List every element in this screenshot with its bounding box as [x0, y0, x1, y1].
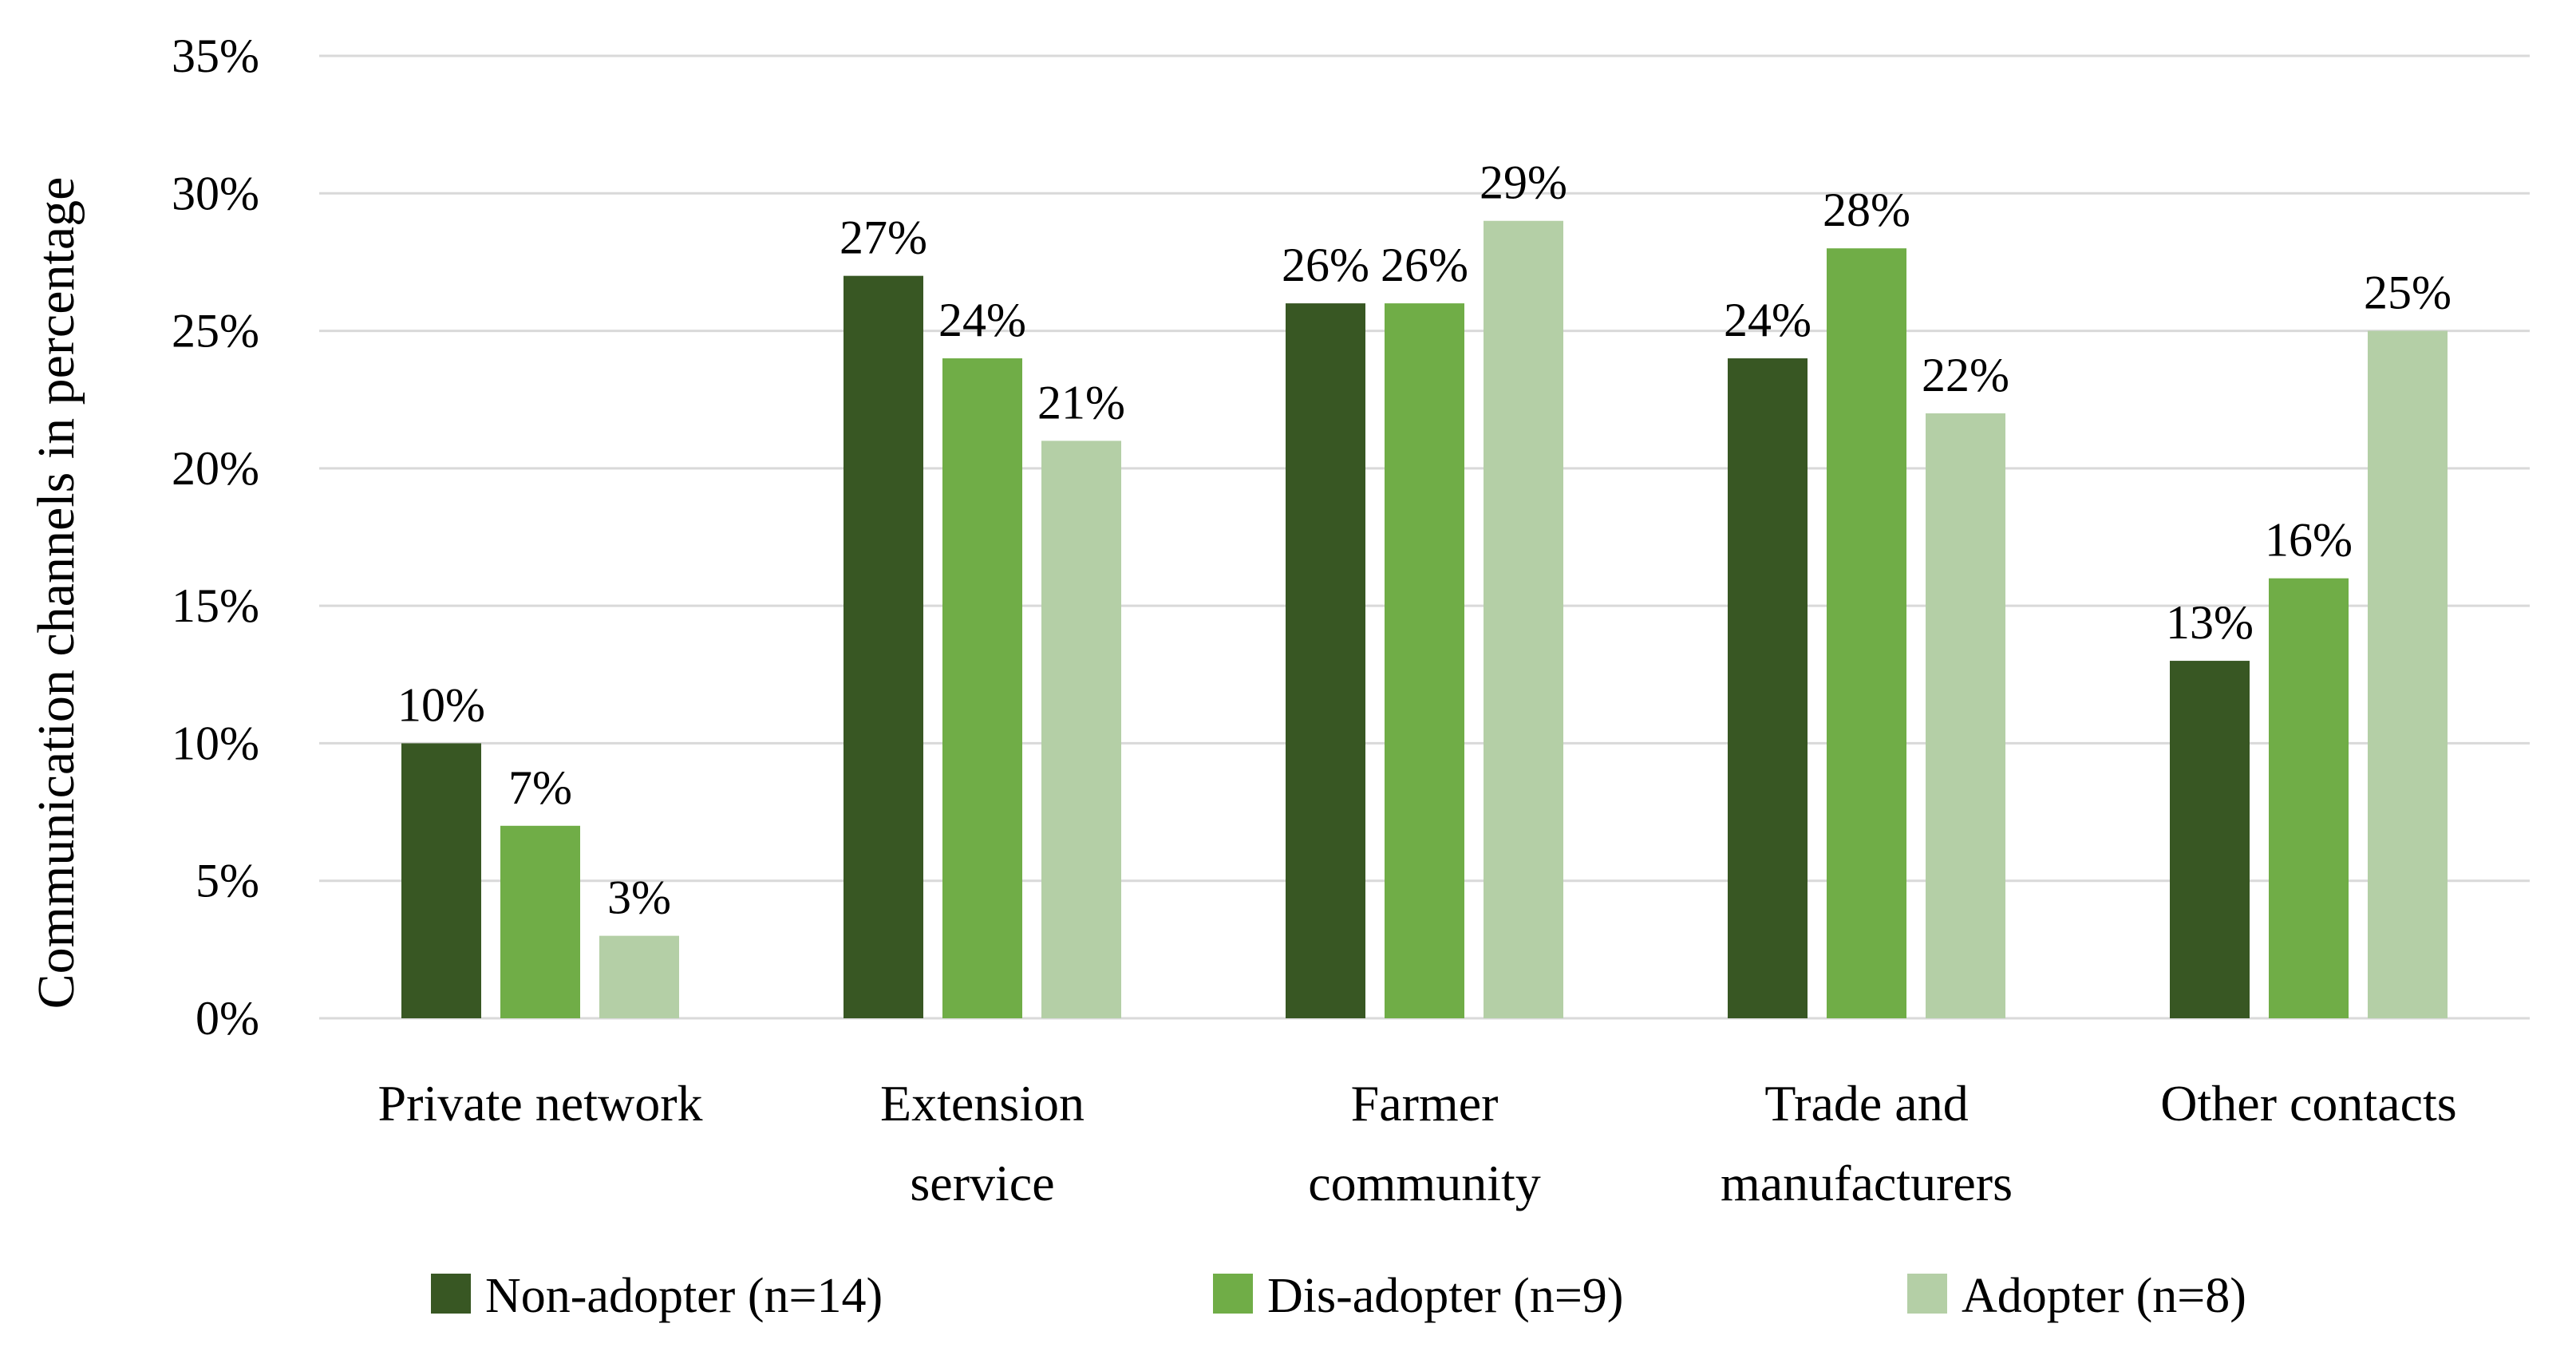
legend-swatch: [431, 1274, 471, 1314]
y-tick-label: 25%: [172, 305, 259, 358]
data-label: 25%: [2364, 267, 2452, 319]
y-axis-title-group: Communication channels in percentage: [27, 177, 85, 1009]
data-label: 3%: [607, 871, 671, 924]
legend-label: Adopter (n=8): [1962, 1269, 2246, 1323]
y-tick-label: 5%: [196, 855, 259, 907]
x-category-line: Other contacts: [2160, 1075, 2456, 1132]
y-tick-label: 20%: [172, 442, 259, 495]
x-category-line: Extension: [880, 1075, 1085, 1132]
x-category-line: manufacturers: [1721, 1155, 2013, 1211]
data-labels: 10%7%3%27%24%21%26% 26%29%24%28%22%13%16%…: [397, 156, 2452, 924]
x-category-label: Farmer community: [1308, 1075, 1541, 1211]
data-label: 24%: [1724, 294, 1811, 346]
y-tick-label: 15%: [172, 579, 259, 632]
bar: [942, 358, 1022, 1018]
bar: [2368, 330, 2448, 1019]
y-tick-label: 10%: [172, 717, 259, 769]
legend-swatch: [1213, 1274, 1253, 1314]
x-axis-categories: Private network Extension service Farmer com…: [378, 1075, 2457, 1211]
x-category-line: Trade and: [1764, 1075, 1968, 1132]
data-label: 22%: [1922, 349, 2009, 401]
y-tick-label: 0%: [196, 992, 259, 1045]
bar: [844, 275, 923, 1019]
data-label: 28%: [1823, 184, 1910, 236]
data-label: 21%: [1037, 376, 1125, 429]
x-category-label: Trade and manufacturers: [1721, 1075, 2013, 1211]
x-category-label: Other contacts: [2160, 1075, 2456, 1132]
legend-item: Non-adopter (n=14): [431, 1269, 883, 1323]
y-tick-label: 30%: [172, 167, 259, 219]
data-label: 26%: [1381, 239, 1468, 291]
bar: [1041, 441, 1121, 1018]
bar: [401, 743, 481, 1018]
bar: [1484, 220, 1563, 1018]
data-label: 27%: [840, 211, 927, 264]
bar: [2269, 578, 2349, 1018]
legend-swatch: [1907, 1274, 1947, 1314]
data-label: 24%: [938, 294, 1026, 346]
bars: [401, 220, 2448, 1019]
bar: [599, 935, 679, 1018]
bar: [500, 825, 580, 1018]
bar: [1827, 248, 1906, 1018]
legend-item: Dis-adopter (n=9): [1213, 1269, 1623, 1323]
x-category-label: Extension service: [880, 1075, 1085, 1211]
bar: [2170, 661, 2250, 1018]
x-category-line: Farmer: [1351, 1075, 1499, 1132]
y-axis-title: Communication channels in percentage: [27, 177, 85, 1009]
bar: [1286, 303, 1365, 1019]
data-label: 10%: [397, 678, 485, 731]
x-category-line: service: [910, 1155, 1054, 1211]
legend: Non-adopter (n=14) Dis-adopter (n=9) Adopt…: [431, 1269, 2246, 1323]
data-label: 26%: [1282, 239, 1369, 291]
bar: [1728, 358, 1808, 1018]
legend-label: Dis-adopter (n=9): [1267, 1269, 1623, 1323]
bar: [1385, 303, 1464, 1019]
x-category-label: Private network: [378, 1075, 703, 1132]
x-category-line: community: [1308, 1155, 1541, 1211]
legend-item: Adopter (n=8): [1907, 1269, 2246, 1323]
data-label: 16%: [2265, 514, 2353, 567]
data-label: 7%: [508, 761, 572, 814]
bar: [1926, 413, 2005, 1018]
legend-label: Non-adopter (n=14): [485, 1269, 883, 1323]
data-label: 29%: [1480, 156, 1567, 209]
x-category-line: Private network: [378, 1075, 703, 1132]
data-label: 13%: [2166, 596, 2254, 649]
y-tick-label: 35%: [172, 30, 259, 82]
y-axis-ticks: 0% 5% 10% 15% 20% 25% 30% 35%: [172, 30, 259, 1045]
